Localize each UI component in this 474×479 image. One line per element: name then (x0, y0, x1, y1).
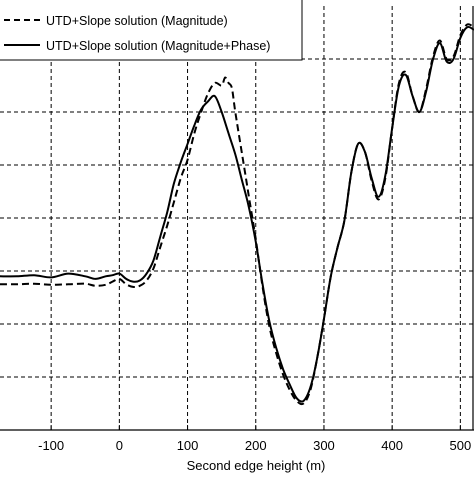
series-line-magnitude (0, 23, 474, 406)
x-tick-label: 500 (450, 438, 472, 453)
legend-label-magnitude: UTD+Slope solution (Magnitude) (46, 14, 228, 28)
x-tick-label: 300 (313, 438, 335, 453)
x-tick-label: 100 (177, 438, 199, 453)
legend-box (0, 0, 303, 61)
x-tick-label: -100 (38, 438, 64, 453)
x-tick-label: 200 (245, 438, 267, 453)
x-axis-ticks: -100 0 100 200 300 400 500 (38, 425, 471, 453)
x-tick-label: 0 (116, 438, 123, 453)
legend: UTD+Slope solution (Magnitude) UTD+Slope… (0, 0, 303, 61)
legend-label-magnitude-phase: UTD+Slope solution (Magnitude+Phase) (46, 39, 270, 53)
series-lines (0, 23, 474, 406)
x-tick-label: 400 (381, 438, 403, 453)
series-line-magnitude-phase (0, 25, 474, 403)
x-axis-label: Second edge height (m) (187, 458, 326, 473)
grid (0, 6, 474, 430)
plot-frame (0, 6, 474, 431)
